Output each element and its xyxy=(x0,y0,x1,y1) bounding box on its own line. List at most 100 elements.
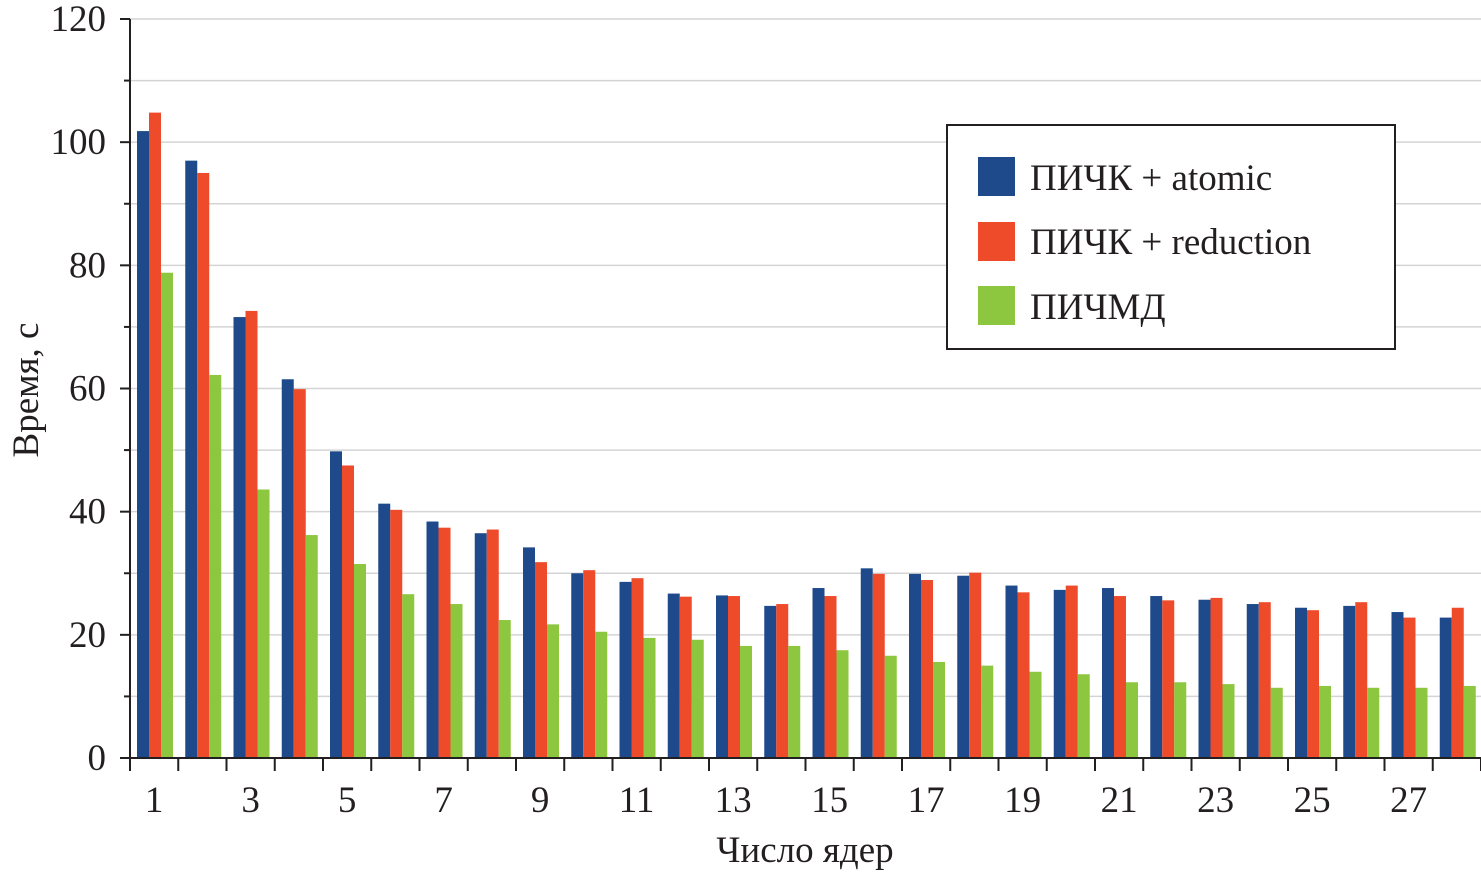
bar xyxy=(390,509,403,758)
bar xyxy=(583,570,596,758)
bar xyxy=(1258,602,1271,758)
bar xyxy=(1343,605,1356,758)
bar xyxy=(1053,589,1066,758)
y-tick-label: 20 xyxy=(69,615,106,656)
x-tick-label: 9 xyxy=(531,780,550,821)
bar xyxy=(209,374,222,758)
x-tick-label: 25 xyxy=(1294,780,1331,821)
bar xyxy=(378,503,391,758)
bar xyxy=(1367,687,1380,758)
bar xyxy=(197,172,210,758)
bar xyxy=(523,547,535,758)
bar xyxy=(498,620,511,758)
bar xyxy=(354,564,366,758)
bar xyxy=(1174,682,1187,758)
bar xyxy=(1319,685,1331,758)
bar xyxy=(1403,617,1416,758)
bar xyxy=(1246,604,1259,758)
bar xyxy=(426,521,439,758)
x-tick-label: 5 xyxy=(338,780,357,821)
bar xyxy=(728,596,740,758)
bar xyxy=(981,665,994,759)
bar xyxy=(884,655,897,758)
bar xyxy=(305,535,318,758)
bars xyxy=(137,112,1476,759)
bar xyxy=(402,594,415,758)
bar xyxy=(149,112,161,759)
bar xyxy=(909,573,921,758)
bar xyxy=(824,596,837,758)
y-tick-label: 0 xyxy=(88,738,107,779)
bar xyxy=(1029,671,1042,758)
y-tick-label: 60 xyxy=(69,369,106,410)
y-tick-label: 120 xyxy=(51,0,107,40)
x-tick-label: 17 xyxy=(908,780,945,821)
bar xyxy=(1017,592,1030,758)
bar xyxy=(691,639,704,758)
axes xyxy=(120,18,1481,771)
bar xyxy=(643,637,656,758)
bar xyxy=(233,317,246,758)
bar xyxy=(836,650,849,758)
bar xyxy=(619,581,632,758)
legend-swatch-atomic xyxy=(978,157,1015,196)
bar xyxy=(293,389,306,758)
bar xyxy=(788,645,801,758)
bar xyxy=(933,661,945,758)
bar xyxy=(1114,596,1126,758)
bar xyxy=(535,562,547,758)
bar xyxy=(776,604,789,758)
bar xyxy=(872,573,885,758)
bar xyxy=(137,131,149,758)
bar xyxy=(1415,687,1428,758)
bar xyxy=(450,604,463,758)
bar xyxy=(330,451,342,758)
x-axis-title: Число ядер xyxy=(716,830,893,871)
x-tick-label: 3 xyxy=(241,780,260,821)
x-tick-label: 15 xyxy=(811,780,848,821)
bar xyxy=(921,580,933,758)
bar xyxy=(1065,585,1078,758)
x-tick-label: 21 xyxy=(1101,780,1138,821)
bar xyxy=(1295,607,1307,758)
bar xyxy=(1126,682,1138,758)
x-tick-label: 19 xyxy=(1004,780,1041,821)
bar xyxy=(740,645,752,758)
legend-box xyxy=(946,124,1396,350)
x-tick-label: 23 xyxy=(1197,780,1234,821)
bar xyxy=(969,572,982,758)
x-tick-label: 1 xyxy=(145,780,164,821)
bar xyxy=(486,529,499,758)
bar xyxy=(631,578,644,758)
bar xyxy=(571,573,584,758)
legend-label-pichmd: ПИЧМД xyxy=(1030,287,1166,328)
bar xyxy=(1198,599,1211,758)
y-axis-title: Время, с xyxy=(6,323,47,458)
bar xyxy=(595,631,608,758)
bar xyxy=(1222,684,1235,758)
legend: ПИЧК + atomic ПИЧК + reduction ПИЧМД xyxy=(946,124,1396,350)
bar xyxy=(257,489,270,758)
bar xyxy=(1077,674,1090,758)
bar xyxy=(342,465,354,758)
bar xyxy=(667,593,680,758)
bar xyxy=(1102,588,1114,758)
bar xyxy=(716,595,728,758)
legend-label-reduction: ПИЧК + reduction xyxy=(1030,222,1311,263)
bar xyxy=(1005,585,1018,758)
bar xyxy=(245,310,258,758)
bar xyxy=(281,379,294,758)
bar xyxy=(1355,602,1368,758)
legend-swatch-reduction xyxy=(978,222,1015,261)
x-tick-label: 7 xyxy=(434,780,453,821)
bar xyxy=(957,575,970,758)
bar xyxy=(1439,617,1452,758)
bar xyxy=(1391,612,1404,758)
bar xyxy=(547,624,559,758)
bar xyxy=(1451,607,1464,758)
bar xyxy=(1162,600,1175,758)
x-tick-label: 13 xyxy=(715,780,752,821)
legend-label-atomic: ПИЧК + atomic xyxy=(1030,158,1272,199)
